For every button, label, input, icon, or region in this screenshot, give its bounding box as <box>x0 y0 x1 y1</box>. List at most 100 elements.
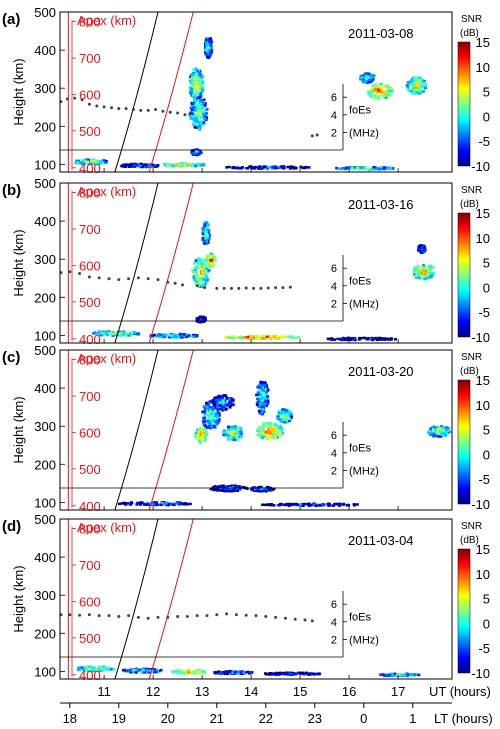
foEs-point <box>244 286 248 290</box>
snr-pixel <box>266 400 270 403</box>
snr-pixel <box>193 435 197 438</box>
snr-pixel <box>202 410 206 413</box>
snr-pixel <box>194 162 198 166</box>
snr-pixel <box>162 335 166 339</box>
snr-pixel <box>385 91 389 95</box>
snr-pixel <box>204 436 207 440</box>
foEs-point <box>117 278 121 282</box>
snr-pixel <box>195 117 199 120</box>
snr-pixel <box>198 162 202 166</box>
snr-pixel <box>205 276 209 280</box>
snr-pixel <box>201 410 205 414</box>
snr-pixel <box>284 412 288 415</box>
snr-pixel <box>274 166 277 170</box>
snr-pixel <box>158 335 162 338</box>
snr-pixel <box>196 430 200 434</box>
foEs-tick-label: 4 <box>331 110 337 122</box>
snr-pixel <box>187 334 191 337</box>
snr-pixel <box>204 118 208 121</box>
snr-pixel <box>259 490 263 493</box>
snr-pixel <box>263 381 267 384</box>
snr-pixel <box>379 94 383 97</box>
snr-pixel <box>264 503 267 507</box>
snr-pixel <box>197 279 201 283</box>
foEs-point <box>68 613 72 617</box>
snr-pixel <box>94 332 98 335</box>
snr-pixel <box>211 415 215 418</box>
snr-pixel <box>164 163 168 166</box>
snr-pixel <box>88 665 92 668</box>
snr-pixel <box>363 74 367 78</box>
snr-pixel <box>270 424 273 427</box>
snr-pixel <box>103 331 107 334</box>
snr-pixel <box>208 233 212 237</box>
snr-pixel <box>424 267 428 271</box>
apex-tick-label: 700 <box>79 558 101 573</box>
snr-pixel <box>214 420 218 423</box>
height-axis-label: Height (km) <box>11 565 26 632</box>
snr-pixel <box>228 669 232 673</box>
snr-pixel <box>242 485 246 489</box>
snr-pixel <box>227 431 231 434</box>
snr-pixel <box>144 163 148 167</box>
colorbar-tick-label: -10 <box>471 666 490 681</box>
snr-pixel <box>194 108 198 111</box>
snr-pixel <box>205 269 209 272</box>
height-tick-label: 500 <box>34 176 56 191</box>
snr-pixel <box>375 167 379 170</box>
snr-pixel <box>232 432 236 435</box>
snr-pixel <box>176 334 180 338</box>
snr-pixel <box>229 398 233 402</box>
snr-pixel <box>203 258 207 262</box>
snr-pixel <box>367 92 371 96</box>
snr-pixel <box>383 89 387 92</box>
snr-pixel <box>204 107 208 111</box>
snr-pixel <box>197 262 201 265</box>
snr-pixel <box>299 503 303 506</box>
snr-pixel <box>278 671 282 675</box>
snr-pixel <box>225 485 229 488</box>
colorbar-unit: (dB) <box>460 199 479 210</box>
snr-pixel <box>351 167 355 171</box>
snr-pixel <box>338 337 342 341</box>
snr-pixel <box>82 159 86 163</box>
foEs-point <box>310 619 314 623</box>
snr-pixel <box>235 436 239 439</box>
snr-pixel <box>282 411 286 414</box>
colorbar-tick-label: -10 <box>471 497 490 512</box>
snr-pixel <box>413 269 417 272</box>
snr-pixel <box>212 487 216 491</box>
snr-pixel <box>280 430 283 433</box>
snr-pixel <box>206 254 210 258</box>
snr-pixel <box>414 81 418 84</box>
snr-pixel <box>379 673 383 676</box>
snr-pixel <box>370 167 374 171</box>
snr-pixel <box>192 101 196 105</box>
snr-pixel <box>371 76 375 80</box>
snr-pixel <box>100 667 104 671</box>
snr-pixel <box>248 671 252 674</box>
snr-pixel <box>111 332 115 336</box>
snr-pixel <box>386 674 390 677</box>
snr-pixel <box>240 670 244 674</box>
snr-pixel <box>353 166 357 169</box>
snr-pixel <box>202 102 206 105</box>
snr-pixel <box>414 271 418 274</box>
snr-pixel <box>227 425 230 429</box>
snr-pixel <box>261 399 265 402</box>
ut-tick-label: 13 <box>195 684 209 699</box>
snr-pixel <box>189 91 193 95</box>
snr-pixel <box>436 428 440 432</box>
snr-pixel <box>369 94 373 98</box>
snr-pixel <box>425 275 428 279</box>
snr-pixel <box>266 395 270 398</box>
apex-tick-label: 800 <box>79 353 101 368</box>
snr-pixel <box>274 428 278 431</box>
snr-pixel <box>102 333 106 337</box>
foEs-tick-label: 6 <box>331 430 337 442</box>
foEs-point <box>78 272 82 275</box>
snr-pixel <box>228 401 232 404</box>
snr-pixel <box>196 69 200 72</box>
snr-pixel <box>233 672 237 675</box>
snr-pixel <box>374 86 378 90</box>
